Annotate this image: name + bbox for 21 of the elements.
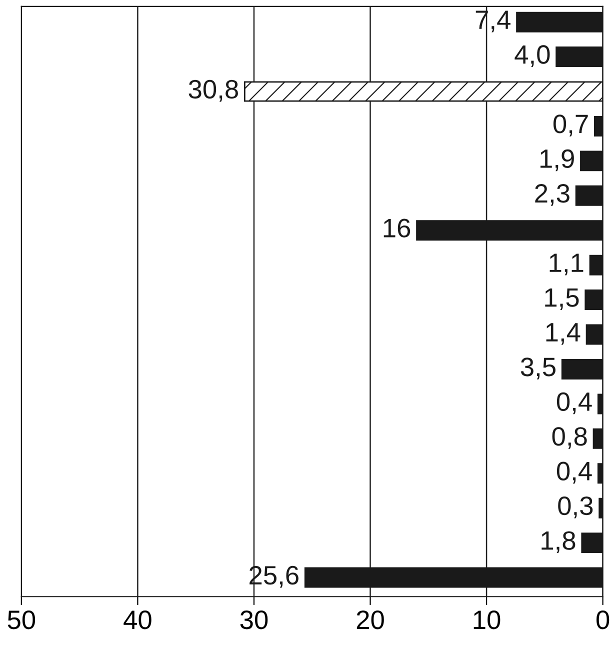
data-label: 1,9 bbox=[540, 149, 574, 172]
x-tick-label: 10 bbox=[474, 610, 500, 630]
x-tick-label: 20 bbox=[356, 610, 384, 630]
data-label: 0,4 bbox=[556, 392, 592, 414]
data-label: 1,1 bbox=[550, 254, 584, 276]
data-label: 16 bbox=[384, 218, 410, 238]
data-label: 1,5 bbox=[545, 288, 579, 310]
x-tick-label: 50 bbox=[8, 610, 36, 630]
data-label: 2,3 bbox=[535, 184, 570, 206]
data-label: 30,8 bbox=[188, 80, 238, 102]
x-tick-label: 30 bbox=[240, 610, 268, 630]
data-label: 0,8 bbox=[552, 427, 587, 449]
data-label: 1,8 bbox=[542, 531, 576, 554]
data-label: 4,0 bbox=[514, 45, 550, 67]
data-label: 0,7 bbox=[553, 114, 588, 136]
x-tick-label: 40 bbox=[124, 610, 152, 630]
data-label: 0,3 bbox=[558, 496, 593, 518]
data-label: 3,5 bbox=[520, 358, 556, 380]
data-label: 0,4 bbox=[556, 462, 592, 484]
data-label: 1,4 bbox=[546, 323, 580, 345]
x-tick-label: 0 bbox=[596, 610, 610, 630]
